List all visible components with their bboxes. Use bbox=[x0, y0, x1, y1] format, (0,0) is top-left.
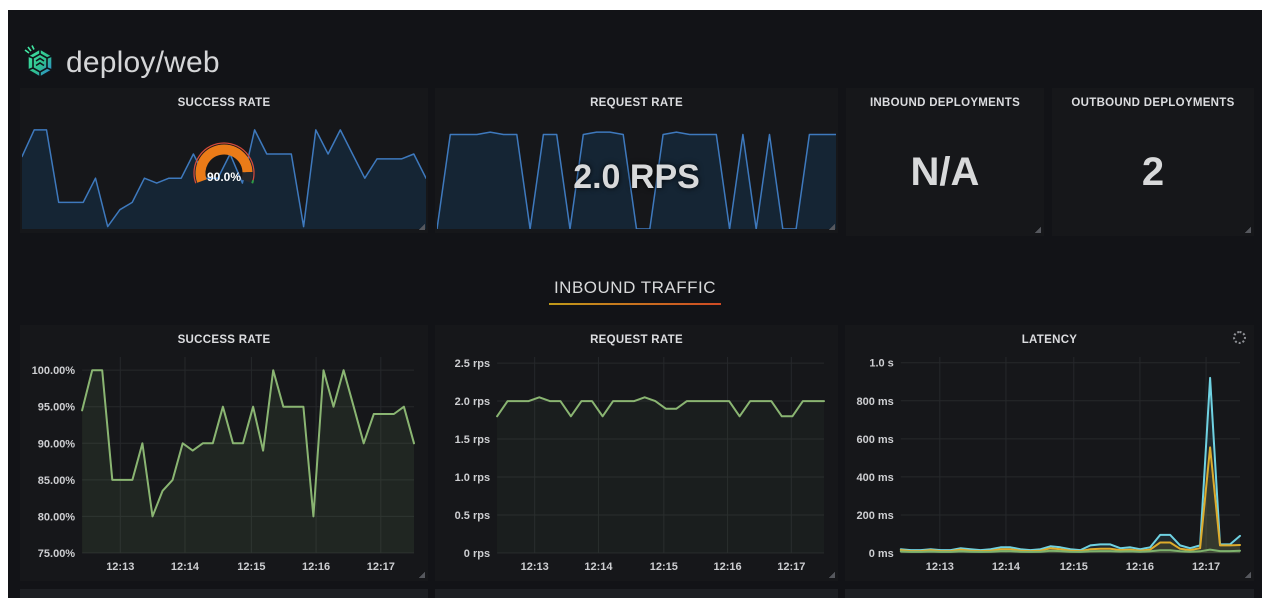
x-axis-tick-label: 12:14 bbox=[171, 561, 200, 573]
panel-title[interactable]: REQUEST RATE bbox=[590, 334, 683, 346]
y-axis-tick-label: 1.0 s bbox=[869, 358, 893, 370]
row-header-inbound-traffic: INBOUND TRAFFIC bbox=[8, 278, 1262, 305]
x-axis-tick-label: 12:13 bbox=[926, 561, 954, 573]
x-axis-tick-label: 12:15 bbox=[237, 561, 265, 573]
y-axis-tick-label: 0.5 rps bbox=[455, 510, 490, 522]
outbound-deployments-value: 2 bbox=[1141, 149, 1165, 194]
latency-plot-area: 1.0 s 800 ms 600 ms 400 ms 200 ms 0 ms 12:13 12… bbox=[851, 351, 1248, 577]
x-axis-tick-label: 12:17 bbox=[1192, 561, 1220, 573]
next-row-panel-edge bbox=[20, 589, 428, 598]
y-axis-tick-label: 90.00% bbox=[38, 438, 76, 450]
panel-title[interactable]: LATENCY bbox=[1021, 334, 1078, 346]
next-row-panel-edge bbox=[845, 589, 1254, 598]
series-area-fill bbox=[82, 370, 414, 553]
panel-resize-handle[interactable] bbox=[418, 223, 425, 230]
x-axis-tick-label: 12:13 bbox=[521, 561, 549, 573]
panel-success-rate-graph: SUCCESS RATE 100.00% 95.00% 90.00% 85.00% 80… bbox=[20, 325, 428, 581]
y-axis-tick-label: 75.00% bbox=[38, 548, 76, 560]
dashboard-title: deploy/web bbox=[66, 46, 220, 79]
x-axis-tick-label: 12:14 bbox=[584, 561, 613, 573]
success-rate-gauge-chart: 90.0% bbox=[193, 142, 255, 184]
success-rate-line-chart[interactable]: 100.00% 95.00% 90.00% 85.00% 80.00% 75.00% 12:… bbox=[26, 351, 422, 577]
y-axis-tick-label: 200 ms bbox=[856, 510, 893, 522]
y-axis-tick-label: 0 ms bbox=[869, 548, 894, 560]
y-axis-tick-label: 2.5 rps bbox=[455, 358, 490, 370]
y-axis-tick-label: 800 ms bbox=[856, 396, 893, 408]
series-area-fill bbox=[900, 447, 1240, 553]
x-axis-tick-label: 12:16 bbox=[713, 561, 741, 573]
panel-request-rate-graph: REQUEST RATE 2.5 rps 2.0 rps 1.5 rps 1.0 rp… bbox=[435, 325, 838, 581]
series-line bbox=[22, 129, 426, 228]
panel-resize-handle[interactable] bbox=[1244, 571, 1251, 578]
panel-resize-handle[interactable] bbox=[418, 571, 425, 578]
x-axis-tick-label: 12:15 bbox=[650, 561, 678, 573]
series-area-fill bbox=[900, 377, 1240, 553]
gauge-value-label: 90.0% bbox=[207, 170, 241, 184]
x-axis-tick-label: 12:17 bbox=[777, 561, 805, 573]
success-rate-plot-area: 100.00% 95.00% 90.00% 85.00% 80.00% 75.00% 12:… bbox=[26, 351, 422, 577]
y-axis-tick-label: 95.00% bbox=[38, 402, 76, 414]
panel-inbound-deployments: INBOUND DEPLOYMENTS N/A bbox=[846, 88, 1044, 236]
request-rate-sparkline-chart bbox=[437, 131, 836, 229]
y-axis-tick-label: 400 ms bbox=[856, 472, 893, 484]
grafana-dashboard: deploy/web SUCCESS RATE 90.0% REQUEST RA… bbox=[8, 10, 1262, 598]
y-axis-tick-label: 85.00% bbox=[38, 475, 76, 487]
panel-request-rate-stat: REQUEST RATE 2.0 RPS bbox=[435, 88, 838, 233]
panel-title[interactable]: INBOUND DEPLOYMENTS bbox=[869, 97, 1021, 109]
y-axis-tick-label: 1.5 rps bbox=[455, 434, 490, 446]
panel-outbound-deployments: OUTBOUND DEPLOYMENTS 2 bbox=[1052, 88, 1254, 236]
dashboard-header: deploy/web bbox=[22, 40, 220, 86]
gauge-value-arc bbox=[195, 144, 253, 183]
x-axis-tick-label: 12:15 bbox=[1060, 561, 1088, 573]
request-rate-line-chart[interactable]: 2.5 rps 2.0 rps 1.5 rps 1.0 rps 0.5 rps 0 rps… bbox=[441, 351, 832, 577]
panel-title[interactable]: REQUEST RATE bbox=[590, 97, 683, 109]
row-title[interactable]: INBOUND TRAFFIC bbox=[553, 278, 717, 297]
y-axis-tick-label: 1.0 rps bbox=[455, 472, 490, 484]
x-axis-tick-label: 12:16 bbox=[1126, 561, 1154, 573]
request-rate-plot-area: 2.5 rps 2.0 rps 1.5 rps 1.0 rps 0.5 rps 0 rps… bbox=[441, 351, 832, 577]
success-rate-gauge: 90.0% bbox=[149, 142, 299, 230]
y-axis-tick-label: 2.0 rps bbox=[455, 396, 490, 408]
loading-spinner-icon bbox=[1233, 331, 1246, 344]
y-axis-tick-label: 80.00% bbox=[38, 511, 76, 523]
x-axis-tick-label: 12:16 bbox=[302, 561, 330, 573]
panel-title[interactable]: SUCCESS RATE bbox=[177, 334, 271, 346]
success-rate-sparkline-area bbox=[22, 126, 426, 229]
panel-title[interactable]: OUTBOUND DEPLOYMENTS bbox=[1071, 97, 1235, 109]
row-title-underline bbox=[549, 303, 721, 305]
gauge-threshold-ring bbox=[193, 142, 255, 184]
panel-resize-handle[interactable] bbox=[1244, 226, 1251, 233]
panel-title[interactable]: SUCCESS RATE bbox=[177, 97, 271, 109]
series-line bbox=[496, 396, 825, 418]
x-axis-tick-label: 12:17 bbox=[367, 561, 395, 573]
x-axis-tick-label: 12:14 bbox=[992, 561, 1021, 573]
latency-line-chart[interactable]: 1.0 s 800 ms 600 ms 400 ms 200 ms 0 ms 12:13 12… bbox=[851, 351, 1248, 577]
series-line bbox=[437, 131, 836, 229]
gauge-remainder-arc bbox=[241, 172, 253, 183]
flagger-mesh-logo-icon bbox=[22, 44, 58, 82]
y-axis-tick-label: 600 ms bbox=[856, 434, 893, 446]
request-rate-sparkline-area bbox=[437, 126, 836, 229]
panel-resize-handle[interactable] bbox=[828, 223, 835, 230]
next-row-panel-edge bbox=[435, 589, 838, 598]
gauge-threshold-ok-tick bbox=[251, 180, 255, 184]
success-rate-sparkline-chart bbox=[22, 129, 426, 229]
panel-success-rate-stat: SUCCESS RATE 90.0% bbox=[20, 88, 428, 233]
series-line bbox=[899, 376, 1241, 552]
y-axis-tick-label: 100.00% bbox=[32, 365, 76, 377]
panel-latency-graph: LATENCY 1.0 s 800 ms 600 ms 400 ms 200 ms 0 m… bbox=[845, 325, 1254, 581]
panel-resize-handle[interactable] bbox=[828, 571, 835, 578]
series-area-fill bbox=[497, 397, 824, 553]
y-axis-tick-label: 0 rps bbox=[464, 548, 490, 560]
request-rate-value: 2.0 RPS bbox=[573, 158, 700, 196]
series-area-fill bbox=[22, 129, 426, 229]
inbound-deployments-value: N/A bbox=[910, 149, 980, 194]
series-line bbox=[899, 446, 1241, 553]
x-axis-tick-label: 12:13 bbox=[106, 561, 134, 573]
series-line bbox=[899, 548, 1241, 553]
series-line bbox=[81, 369, 415, 518]
panel-resize-handle[interactable] bbox=[1034, 226, 1041, 233]
series-area-fill bbox=[437, 132, 836, 229]
